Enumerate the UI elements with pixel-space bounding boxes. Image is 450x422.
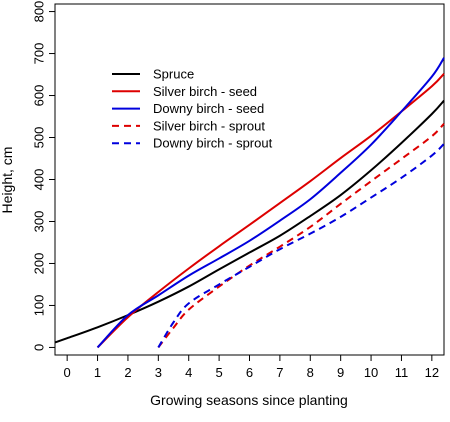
x-tick-label: 11	[395, 365, 409, 380]
series-line	[157, 122, 445, 349]
series-line	[157, 143, 445, 348]
y-tick-label: 700	[32, 43, 47, 65]
y-tick-label: 600	[32, 85, 47, 107]
series-line	[54, 99, 445, 344]
y-tick-label: 0	[32, 344, 47, 351]
x-tick-label: 10	[364, 365, 378, 380]
x-tick-label: 8	[307, 365, 314, 380]
x-tick-label: 6	[246, 365, 253, 380]
x-tick-label: 3	[155, 365, 162, 380]
y-tick-label: 400	[32, 169, 47, 191]
y-tick-label: 800	[32, 1, 47, 23]
legend-label: Downy birch - seed	[153, 101, 264, 116]
x-tick-label: 5	[215, 365, 222, 380]
legend-label: Spruce	[153, 67, 194, 82]
x-tick-label: 0	[64, 365, 71, 380]
legend-label: Silver birch - seed	[153, 84, 257, 99]
legend-label: Downy birch - sprout	[153, 136, 273, 151]
legend: Spruce Silver birch - seed Downy birch - s…	[112, 67, 273, 151]
y-tick-label: 500	[32, 127, 47, 149]
x-tick-label: 4	[185, 365, 192, 380]
plot-frame	[54, 3, 445, 356]
series-layer	[54, 57, 445, 349]
series-line	[96, 57, 445, 349]
y-axis-label: Height, cm	[0, 147, 15, 214]
y-tick-label: 300	[32, 211, 47, 233]
y-tick-label: 100	[32, 295, 47, 317]
x-tick-label: 7	[276, 365, 283, 380]
x-tick-label: 1	[94, 365, 101, 380]
x-tick-label: 9	[337, 365, 344, 380]
x-tick-label: 12	[425, 365, 439, 380]
x-axis: 0 1 2 3 4 5 6 7 8 9 10 11 12	[64, 355, 439, 380]
y-axis: 0 100 200 300 400 500 600 700 800	[32, 1, 55, 351]
legend-label: Silver birch - sprout	[153, 118, 265, 133]
y-tick-label: 200	[32, 253, 47, 275]
x-axis-label: Growing seasons since planting	[150, 392, 348, 408]
x-tick-label: 2	[124, 365, 131, 380]
